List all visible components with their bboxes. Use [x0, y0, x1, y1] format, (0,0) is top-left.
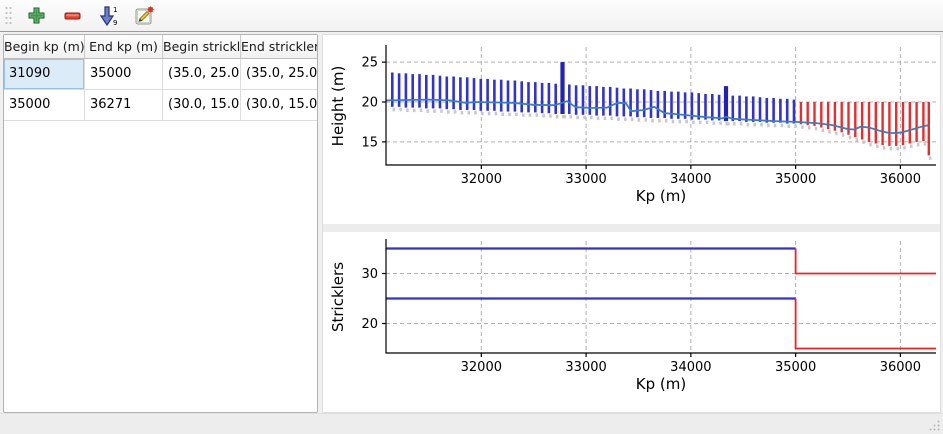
- x-tick-label: 36000: [880, 172, 921, 187]
- stricklers-step-chart[interactable]: 32000 33000 34000 35000 36000 20 30 Kp (m) Stric…: [323, 232, 940, 412]
- y-axis-label: Height (m): [329, 66, 347, 147]
- table-cell[interactable]: 35000: [85, 59, 163, 90]
- toolbar: 1 9: [0, 0, 943, 32]
- edit-cell-icon: [135, 6, 154, 24]
- charts-panel: 32000 33000 34000 35000 36000 15 20 25 Kp (m) Hei…: [322, 34, 941, 413]
- table-cell[interactable]: (30.0, 15.0): [241, 90, 317, 121]
- height-profile-chart[interactable]: 32000 33000 34000 35000 36000 15 20 25 Kp (m) Hei…: [323, 35, 940, 224]
- table-cell[interactable]: (30.0, 15.0): [163, 90, 241, 121]
- toolbar-drag-handle[interactable]: [4, 5, 13, 27]
- svg-text:9: 9: [113, 19, 117, 27]
- remove-row-button[interactable]: [59, 3, 85, 29]
- sort-rows-button[interactable]: 1 9: [95, 3, 121, 29]
- remove-row-icon: [64, 12, 80, 20]
- resize-grip-icon[interactable]: [927, 418, 941, 432]
- y-tick-label: 25: [361, 56, 378, 71]
- table-cell[interactable]: (35.0, 25.0): [241, 59, 317, 90]
- y-tick-label: 20: [361, 317, 378, 332]
- sort-rows-icon: 1 9: [99, 6, 117, 27]
- table-row: 35000 36271 (30.0, 15.0) (30.0, 15.0): [4, 90, 317, 121]
- y-tick-label: 15: [361, 135, 378, 150]
- table-header-row: Begin kp (m) End kp (m) Begin strickler …: [4, 35, 317, 59]
- x-tick-label: 35000: [775, 172, 816, 187]
- x-axis-label: Kp (m): [636, 187, 686, 205]
- status-bar: [0, 413, 943, 434]
- svg-text:1: 1: [113, 6, 117, 14]
- table-cell[interactable]: (35.0, 25.0): [163, 59, 241, 90]
- x-tick-label: 33000: [565, 360, 606, 375]
- x-tick-label: 35000: [775, 360, 816, 375]
- table-cell[interactable]: 35000: [4, 90, 85, 121]
- table-cell[interactable]: 36271: [85, 90, 163, 121]
- table-body: 31090 35000 (35.0, 25.0) (35.0, 25.0) 35000 3…: [4, 59, 317, 121]
- x-tick-label: 36000: [880, 360, 921, 375]
- y-tick-label: 20: [361, 96, 378, 111]
- column-header-begin-strickler[interactable]: Begin strickler: [163, 35, 241, 58]
- table-cell[interactable]: 31090: [4, 59, 85, 90]
- x-tick-label: 33000: [565, 172, 606, 187]
- strickler-zones-table: Begin kp (m) End kp (m) Begin strickler …: [3, 34, 318, 413]
- column-header-end-kp[interactable]: End kp (m): [85, 35, 163, 58]
- x-tick-label: 32000: [461, 172, 502, 187]
- x-tick-label: 34000: [670, 360, 711, 375]
- add-row-button[interactable]: [23, 3, 49, 29]
- x-tick-label: 32000: [461, 360, 502, 375]
- edit-cell-button[interactable]: [131, 3, 157, 29]
- x-axis-label: Kp (m): [636, 375, 686, 393]
- add-row-icon: [28, 7, 44, 24]
- column-header-end-strickler[interactable]: End strickler: [241, 39, 317, 54]
- x-tick-label: 34000: [670, 172, 711, 187]
- y-axis-label: Stricklers: [329, 262, 347, 332]
- column-header-begin-kp[interactable]: Begin kp (m): [4, 35, 85, 58]
- y-tick-label: 30: [361, 267, 378, 282]
- table-row: 31090 35000 (35.0, 25.0) (35.0, 25.0): [4, 59, 317, 90]
